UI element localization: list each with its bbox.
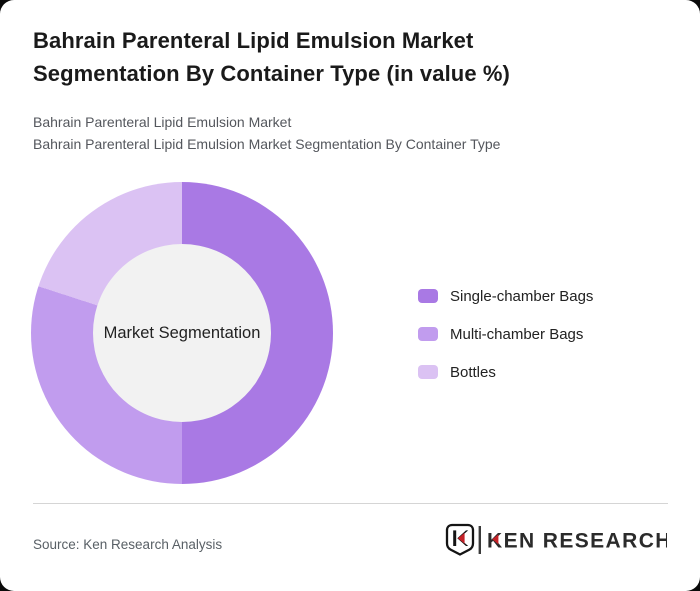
legend-swatch bbox=[418, 365, 438, 379]
chart-subtitles: Bahrain Parenteral Lipid Emulsion Market… bbox=[33, 111, 500, 155]
legend-label: Single-chamber Bags bbox=[450, 287, 594, 305]
donut-center-label: Market Segmentation bbox=[103, 323, 261, 342]
legend-label: Multi-chamber Bags bbox=[450, 325, 584, 343]
donut-chart: Market Segmentation bbox=[31, 182, 333, 484]
chart-title: Bahrain Parenteral Lipid Emulsion Market… bbox=[33, 28, 510, 86]
footer-divider bbox=[33, 503, 668, 504]
legend-item: Multi-chamber Bags bbox=[418, 324, 593, 344]
legend-item: Single-chamber Bags bbox=[418, 286, 593, 306]
legend-swatch bbox=[418, 289, 438, 303]
logo-badge-icon bbox=[445, 523, 475, 556]
chart-subtitle-line: Bahrain Parenteral Lipid Emulsion Market… bbox=[33, 136, 501, 152]
legend-item: Bottles bbox=[418, 362, 593, 382]
logo-graphic: KEN RESEARCH bbox=[445, 523, 667, 556]
donut-center: Market Segmentation bbox=[93, 244, 271, 422]
logo-k-triangle bbox=[492, 534, 499, 545]
logo-wordmark: KEN RESEARCH bbox=[487, 530, 667, 553]
ken-research-logo: KEN RESEARCH bbox=[445, 523, 667, 557]
chart-subtitle-line: Bahrain Parenteral Lipid Emulsion Market bbox=[33, 114, 292, 130]
legend: Single-chamber Bags Multi-chamber Bags B… bbox=[418, 286, 593, 400]
logo-divider bbox=[478, 526, 481, 554]
logo-wordmark-text: KEN RESEARCH bbox=[487, 530, 667, 553]
source-text: Source: Ken Research Analysis bbox=[33, 537, 223, 552]
legend-swatch bbox=[418, 327, 438, 341]
legend-label: Bottles bbox=[450, 363, 496, 381]
